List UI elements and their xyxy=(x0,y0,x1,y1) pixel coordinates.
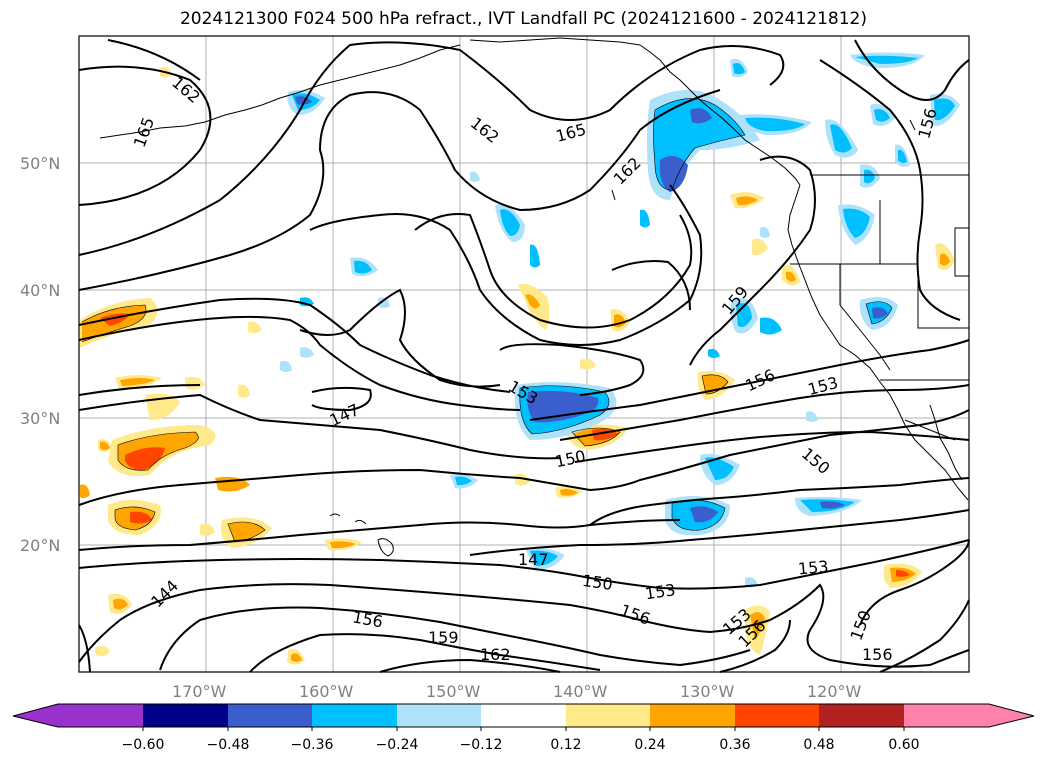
contour-lines xyxy=(78,39,970,673)
colorbar-tick-label: −0.36 xyxy=(291,737,334,753)
contour-label: 150 xyxy=(581,571,614,594)
colorbar-segment xyxy=(312,704,397,727)
coastlines xyxy=(99,37,970,557)
lon-label: 150°W xyxy=(426,682,481,701)
lat-label: 20°N xyxy=(20,536,60,555)
shading-negative xyxy=(280,52,960,588)
longitude-labels: 170°W 160°W 150°W 140°W 130°W 120°W xyxy=(172,682,862,701)
lon-label: 160°W xyxy=(299,682,354,701)
map-frame xyxy=(78,35,970,673)
colorbar-segment xyxy=(481,704,566,727)
colorbar-segment xyxy=(143,704,228,727)
colorbar-outline xyxy=(12,703,1035,728)
lat-label: 30°N xyxy=(20,409,60,428)
colorbar-tick-label: 0.12 xyxy=(550,737,581,753)
colorbar-tick-label: 0.36 xyxy=(719,737,750,753)
colorbar-segment xyxy=(819,704,904,727)
colorbar-tick-label: 0.48 xyxy=(803,737,834,753)
colorbar-tick-label: −0.48 xyxy=(207,737,250,753)
colorbar: −0.60 −0.48 −0.36 −0.24 −0.12 0.12 0.24 … xyxy=(12,703,1035,753)
contour-label: 147 xyxy=(518,550,549,569)
lon-label: 130°W xyxy=(680,682,735,701)
colorbar-segment xyxy=(58,704,143,727)
colorbar-segment xyxy=(397,704,481,727)
colorbar-tick-label: 0.24 xyxy=(634,737,665,753)
latitude-labels: 50°N 40°N 30°N 20°N xyxy=(20,154,60,555)
contour-label: 153 xyxy=(644,580,677,603)
lat-label: 50°N xyxy=(20,154,60,173)
colorbar-segment xyxy=(650,704,735,727)
lon-label: 140°W xyxy=(553,682,608,701)
lat-label: 40°N xyxy=(20,281,60,300)
map-area xyxy=(79,36,969,672)
contour-label: 162 xyxy=(480,645,511,664)
lon-label: 170°W xyxy=(172,682,227,701)
contour-label: 159 xyxy=(428,628,459,647)
lon-label: 120°W xyxy=(807,682,862,701)
colorbar-segment xyxy=(566,704,650,727)
colorbar-segment xyxy=(735,704,819,727)
colorbar-extend-left xyxy=(13,704,58,727)
colorbar-segment xyxy=(228,704,312,727)
contour-label: 153 xyxy=(797,557,829,579)
map-title: 2024121300 F024 500 hPa refract., IVT La… xyxy=(179,9,867,29)
colorbar-tick-label: −0.12 xyxy=(460,737,503,753)
colorbar-tick-label: −0.60 xyxy=(122,737,165,753)
colorbar-tick-label: 0.60 xyxy=(888,737,919,753)
colorbar-tick-label: −0.24 xyxy=(376,737,419,753)
colorbar-segment xyxy=(904,704,989,727)
contour-label: 156 xyxy=(862,645,893,664)
colorbar-extend-right xyxy=(989,704,1034,727)
